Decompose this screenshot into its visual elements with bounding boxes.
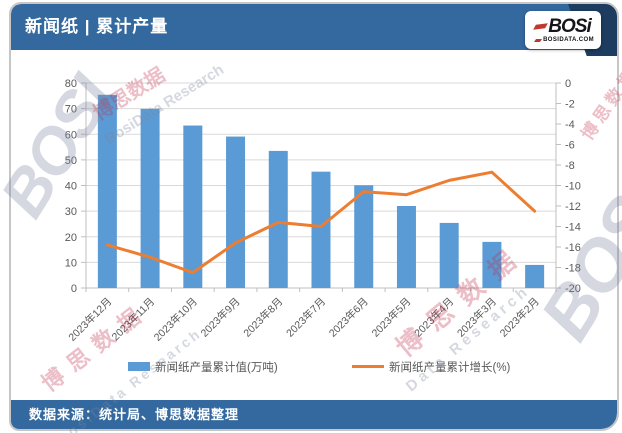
bar-2023年2月 [525, 264, 545, 288]
x-axis-label: 2023年11月 [109, 295, 157, 343]
right-axis-label: -6 [565, 140, 575, 152]
x-axis-label: 2023年9月 [198, 295, 243, 340]
x-axis-label: 2023年8月 [241, 295, 286, 340]
left-axis-label: 70 [65, 104, 77, 116]
left-axis-label: 0 [71, 283, 77, 295]
right-axis-label: -4 [565, 119, 575, 131]
combo-chart: 0 10 20 30 40 50 60 70 80 0 -2 -4 -6 -8 -10 -12 -14 -16 -1… [65, 78, 581, 374]
bar-2023年3月 [482, 241, 502, 288]
bar-2023年10月 [183, 125, 203, 288]
bar-2023年12月 [97, 94, 117, 288]
bar-2023年4月 [439, 222, 459, 288]
logo-small-red-slash-icon [534, 38, 543, 42]
growth-line [105, 170, 537, 275]
x-axis-label: 2023年10月 [151, 295, 200, 344]
legend-bar-label: 新闻纸产量累计值(万吨) [155, 360, 278, 374]
page-title: 新闻纸 | 累计产量 [25, 17, 169, 36]
left-axis-label: 40 [65, 181, 77, 193]
left-axis-label: 50 [65, 155, 77, 167]
bar-2023年6月 [354, 185, 374, 288]
right-axis-label: -12 [565, 201, 581, 213]
x-axis-label: 2023年4月 [412, 295, 457, 340]
bar-2023年8月 [268, 150, 288, 288]
x-axis-label: 2023年5月 [369, 295, 414, 340]
x-axis-label: 2023年3月 [454, 295, 499, 340]
left-axis-label: 10 [65, 257, 77, 269]
left-axis-label: 80 [65, 78, 77, 90]
data-source-label: 数据来源：统计局、博思数据整理 [29, 407, 240, 422]
x-axis-label: 2023年2月 [497, 295, 542, 340]
bar-2023年7月 [311, 171, 331, 288]
bosi-logo-main: BOSi [533, 16, 592, 37]
x-axis-label: 2023年12月 [66, 295, 115, 344]
left-axis-label: 30 [65, 206, 77, 218]
x-axis-label: 2023年6月 [326, 295, 371, 340]
legend-line-label: 新闻纸产量累计增长(%) [389, 360, 511, 374]
legend-bar-swatch [128, 362, 150, 371]
right-axis-label: -2 [565, 99, 575, 111]
bosi-logo: BOSi BOSIDATA.COM [525, 11, 601, 49]
right-axis-label: -14 [565, 222, 581, 234]
left-axis-label: 60 [65, 129, 77, 141]
bosi-logo-subrow: BOSIDATA.COM [534, 37, 594, 43]
header-bar: 新闻纸 | 累计产量 [11, 4, 611, 50]
footer-bar: 数据来源：统计局、博思数据整理 [11, 400, 617, 429]
right-axis-label: -18 [565, 263, 581, 275]
right-axis-label: -20 [565, 283, 581, 295]
logo-domain: BOSIDATA.COM [543, 37, 594, 43]
bar-2023年5月 [396, 206, 416, 288]
left-axis-label: 20 [65, 232, 77, 244]
right-axis-label: -10 [565, 181, 581, 193]
bar-2023年9月 [226, 136, 246, 288]
bar-2023年11月 [140, 108, 160, 288]
x-axis-label: 2023年7月 [283, 295, 328, 340]
right-axis-label: 0 [565, 78, 571, 90]
right-axis-label: -16 [565, 242, 581, 254]
logo-wordmark: BOSi [548, 16, 591, 37]
logo-red-slash-icon [533, 23, 549, 30]
right-axis-label: -8 [565, 160, 575, 172]
